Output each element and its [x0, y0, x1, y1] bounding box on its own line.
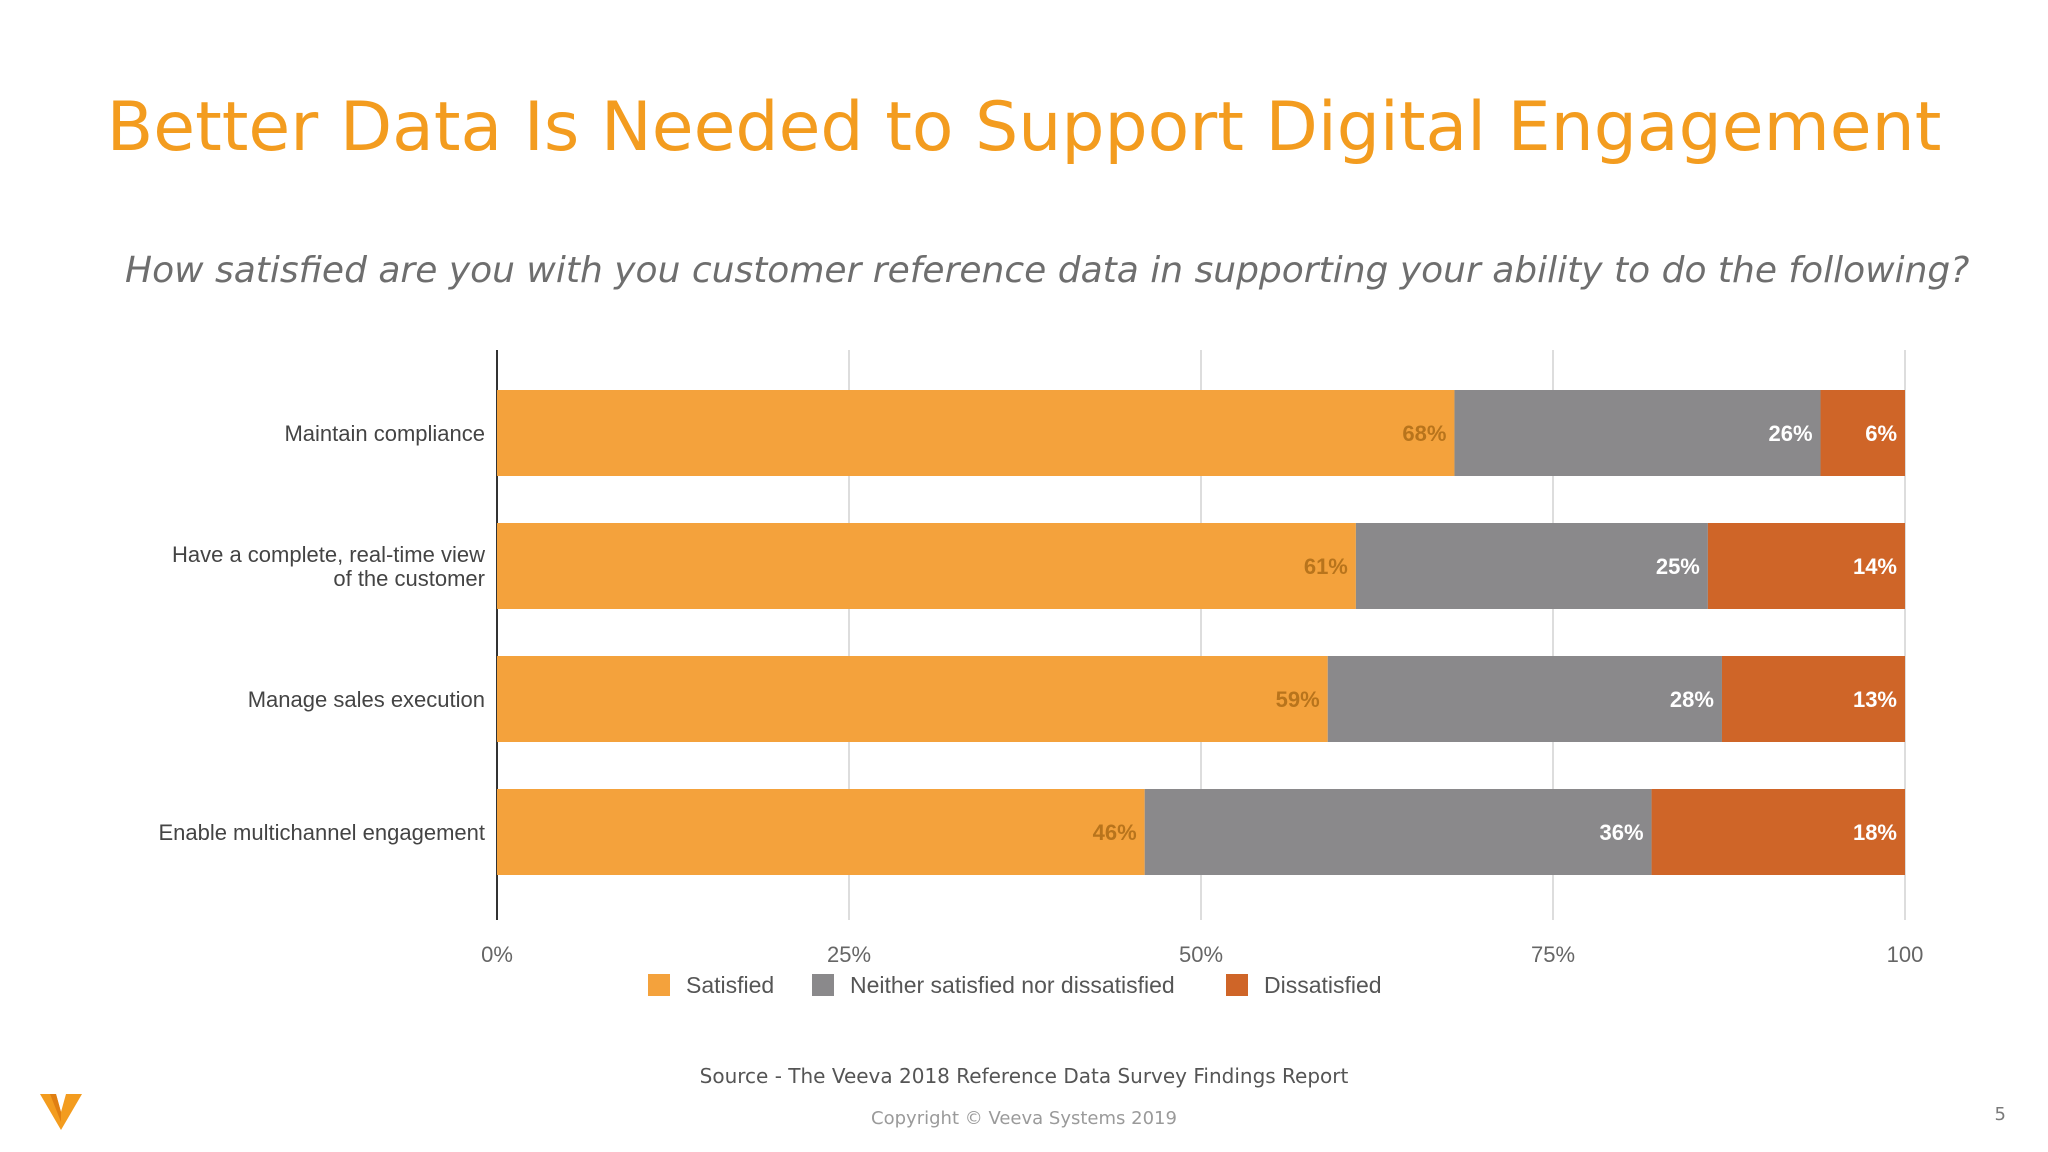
data-label: 6%: [1865, 421, 1897, 446]
bar-segment: [1327, 656, 1722, 742]
bar-segment: [1651, 789, 1905, 875]
bar-segment: [497, 523, 1356, 609]
data-label: 28%: [1670, 687, 1714, 712]
bar-segment: [497, 656, 1328, 742]
chart-x-tick-labels: 0% 25% 50% 75% 100: [481, 942, 1923, 967]
legend-label: Neither satisfied nor dissatisfied: [850, 972, 1175, 998]
bar-segment: [497, 789, 1145, 875]
bar-segment: [497, 390, 1455, 476]
slide-title: Better Data Is Needed to Support Digital…: [106, 88, 1942, 167]
category-label: Maintain compliance: [284, 421, 485, 446]
data-label: 59%: [1276, 687, 1320, 712]
legend-swatch: [648, 974, 670, 996]
slide-subtitle: How satisfied are you with you customer …: [125, 250, 1970, 291]
data-label: 13%: [1853, 687, 1897, 712]
chart-legend: Satisfied Neither satisfied nor dissatisf…: [648, 972, 1382, 998]
bar-segment: [1454, 390, 1821, 476]
category-label: of the customer: [333, 566, 485, 591]
category-label: Enable multichannel engagement: [158, 820, 485, 845]
legend-swatch: [812, 974, 834, 996]
source-note: Source - The Veeva 2018 Reference Data S…: [699, 1064, 1349, 1088]
stacked-bar-chart: 68% 26% 6% 61% 25% 14% 59% 28% 13% 46% 36% 18% Main…: [158, 350, 1923, 998]
data-label: 46%: [1093, 820, 1137, 845]
chart-bars: [497, 390, 1905, 875]
legend-label: Satisfied: [686, 972, 774, 998]
copyright-text: Copyright © Veeva Systems 2019: [871, 1108, 1177, 1129]
page-number: 5: [1994, 1104, 2006, 1125]
chart-category-labels: Maintain compliance Have a complete, real…: [158, 421, 485, 845]
chart-data-labels: 68% 26% 6% 61% 25% 14% 59% 28% 13% 46% 36% 18%: [1093, 421, 1897, 845]
x-tick-label: 25%: [827, 942, 871, 967]
data-label: 14%: [1853, 554, 1897, 579]
veeva-v-logo-icon: [40, 1094, 82, 1130]
category-label: Have a complete, real-time view: [172, 542, 485, 567]
x-tick-label: 50%: [1179, 942, 1223, 967]
bar-segment: [1355, 523, 1708, 609]
data-label: 18%: [1853, 820, 1897, 845]
category-label: Manage sales execution: [248, 687, 485, 712]
legend-label: Dissatisfied: [1264, 972, 1382, 998]
data-label: 26%: [1768, 421, 1812, 446]
x-tick-label: 100: [1887, 942, 1924, 967]
bar-segment: [1144, 789, 1652, 875]
legend-swatch: [1226, 974, 1248, 996]
bar-segment: [1721, 656, 1905, 742]
x-tick-label: 75%: [1531, 942, 1575, 967]
bar-segment: [1707, 523, 1905, 609]
data-label: 25%: [1656, 554, 1700, 579]
x-tick-label: 0%: [481, 942, 513, 967]
data-label: 68%: [1402, 421, 1446, 446]
bar-segment: [1820, 390, 1905, 476]
data-label: 61%: [1304, 554, 1348, 579]
data-label: 36%: [1600, 820, 1644, 845]
